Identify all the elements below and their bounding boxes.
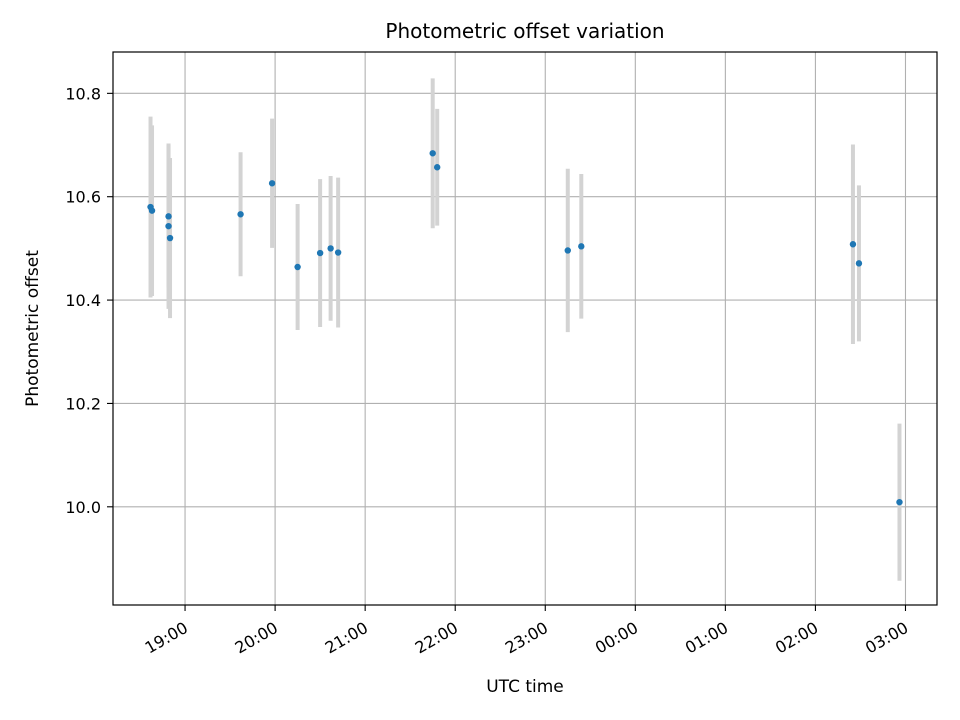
data-point — [294, 263, 301, 271]
data-point — [849, 241, 857, 248]
y-axis-ticks: 10.0 10.2 10.4 10.6 10.8 — [65, 84, 113, 517]
data-point — [578, 243, 585, 250]
data-point — [237, 211, 244, 218]
data-point — [855, 260, 863, 267]
data-point — [148, 207, 156, 214]
data-point — [564, 247, 571, 254]
grid-lines — [113, 52, 937, 605]
data-point — [268, 180, 276, 187]
data-point — [334, 249, 342, 256]
data-point — [433, 164, 441, 171]
data-point — [165, 222, 172, 230]
y-tick-label: 10.2 — [65, 394, 101, 413]
data-point — [316, 249, 324, 257]
y-axis-label: Photometric offset — [23, 250, 43, 407]
y-tick-label: 10.0 — [65, 498, 101, 517]
y-tick-label: 10.4 — [65, 291, 101, 310]
chart-title: Photometric offset variation — [385, 19, 664, 43]
y-tick-label: 10.6 — [65, 188, 101, 207]
data-points — [147, 150, 903, 506]
data-point — [896, 498, 903, 506]
data-point — [429, 150, 436, 157]
plot-frame — [112, 51, 938, 606]
y-tick-label: 10.8 — [65, 84, 101, 103]
data-point — [327, 245, 334, 252]
data-point — [166, 234, 174, 242]
x-axis-label: UTC time — [486, 677, 564, 697]
data-point — [165, 213, 172, 220]
